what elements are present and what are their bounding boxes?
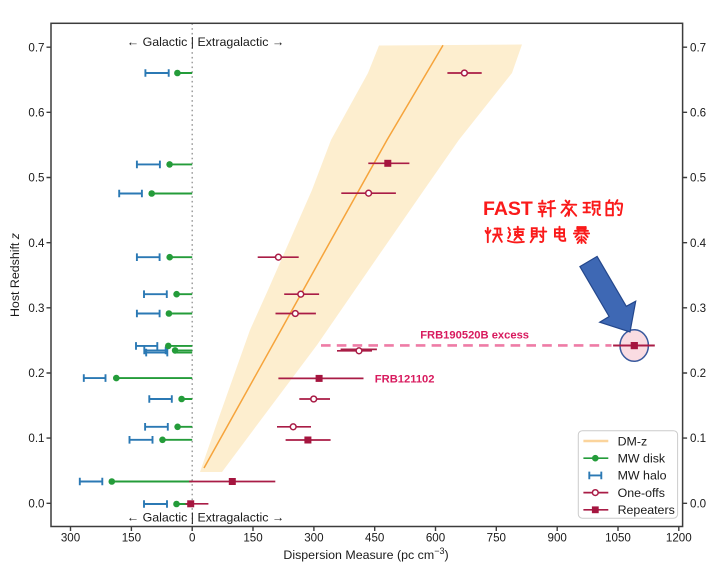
svg-text:0.7: 0.7 [690,41,706,54]
svg-text:FAST: FAST [483,198,533,220]
svg-text:150: 150 [122,532,141,545]
svg-text:150: 150 [243,532,262,545]
svg-text:0.1: 0.1 [690,432,706,445]
svg-text:0.3: 0.3 [690,302,706,315]
svg-text:300: 300 [61,532,80,545]
svg-text:0.5: 0.5 [690,172,706,185]
svg-text:0.2: 0.2 [28,367,44,380]
svg-text:0.7: 0.7 [28,41,44,54]
svg-text:DM-z: DM-z [618,434,648,448]
svg-text:300: 300 [304,532,323,545]
svg-text:MW halo: MW halo [618,469,667,483]
svg-text:0: 0 [189,532,195,545]
svg-text:One-offs: One-offs [618,486,665,500]
svg-text:750: 750 [487,532,506,545]
svg-text:0.6: 0.6 [28,106,44,119]
svg-text:600: 600 [426,532,445,545]
svg-text:0.4: 0.4 [690,237,707,250]
svg-text:0.1: 0.1 [28,432,44,445]
svg-text:1200: 1200 [666,532,692,545]
svg-text:FRB190520B excess: FRB190520B excess [420,329,529,341]
svg-text:Host Redshift z: Host Redshift z [8,232,22,317]
svg-text:0.4: 0.4 [28,237,45,250]
svg-text:0.0: 0.0 [28,497,44,510]
svg-text:← Galactic | Extragalactic →: ← Galactic | Extragalactic → [127,511,284,525]
svg-text:FRB121102: FRB121102 [375,373,435,385]
svg-text:0.5: 0.5 [28,172,44,185]
svg-text:900: 900 [548,532,567,545]
svg-text:MW disk: MW disk [618,452,666,466]
svg-text:0.3: 0.3 [28,302,44,315]
svg-text:1050: 1050 [605,532,631,545]
svg-text:Dispersion Measure (pc cm−3): Dispersion Measure (pc cm−3) [283,546,448,562]
svg-text:0.0: 0.0 [690,497,706,510]
svg-text:450: 450 [365,532,384,545]
svg-text:0.2: 0.2 [690,367,706,380]
svg-text:← Galactic | Extragalactic →: ← Galactic | Extragalactic → [127,35,284,49]
svg-text:0.6: 0.6 [690,106,706,119]
svg-text:Repeaters: Repeaters [618,503,675,517]
